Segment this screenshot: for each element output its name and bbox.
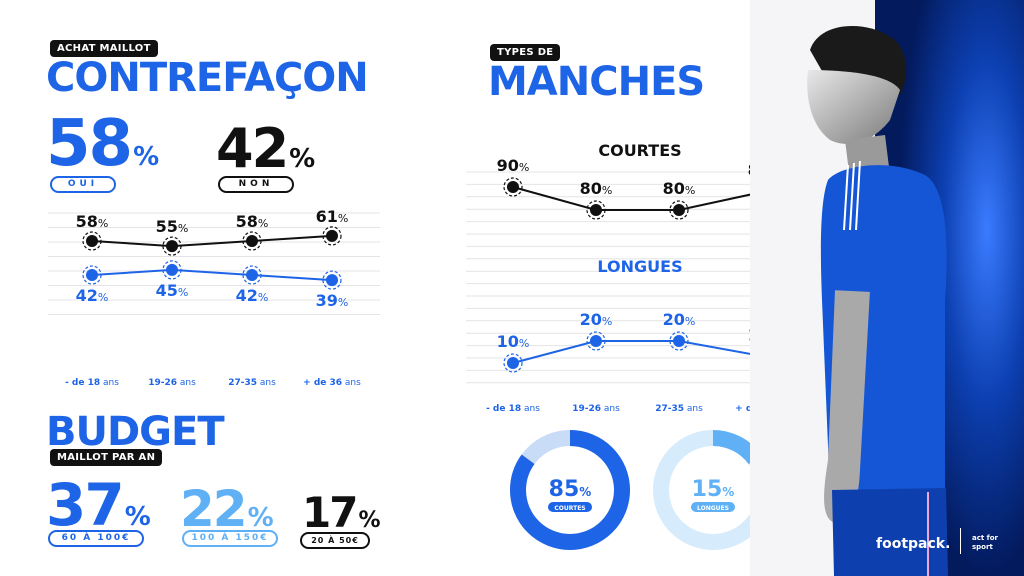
point-oui-ring [162,236,182,256]
point-longues [507,357,519,369]
manches-tag: TYPES DE [490,44,561,61]
point-oui [86,235,98,247]
budget-item-1-value: 37 [46,471,125,539]
manches-title: MANCHES [488,59,705,105]
point-longues-ring [669,331,689,351]
point-oui-ring [242,231,262,251]
point-oui-ring [322,226,342,246]
series-line-courtes [512,186,765,211]
player-photo [750,0,1024,576]
data-label-oui: 61% [316,207,349,226]
donut-label: LONGUES [697,505,729,512]
point-longues-ring [503,353,523,373]
budget-item-3-value: 17 [302,488,358,537]
budget-item-3: 17% [302,492,381,534]
x-tick-label: 27-35 ans [655,404,703,414]
point-oui [326,229,338,242]
point-oui-ring [82,231,102,251]
point-courtes-ring [503,177,523,197]
point-non [86,269,98,281]
point-oui [246,235,258,247]
budget-item-2-sym: % [247,503,274,533]
data-label-non: 45% [156,281,189,300]
logo-divider [960,528,961,554]
data-label-courtes: 90% [497,156,530,175]
x-tick-label: + de 36 ans [303,378,361,388]
donut-label-pill [691,502,735,512]
point-courtes-ring [669,200,689,220]
x-tick-label: - de 18 ans [486,404,540,414]
series-line-oui [91,234,333,248]
x-tick-label: 27-35 ans [228,378,276,388]
non-pill: NON [218,176,294,193]
donut-label: COURTES [554,505,585,512]
point-non [166,263,178,276]
donut-label-pill [548,502,592,512]
point-longues [590,335,602,347]
non-percentage: 42% [216,122,315,176]
footpack-logo: footpack. [876,536,951,552]
non-sym: % [289,144,316,174]
point-courtes [673,204,685,216]
point-longues-ring [586,331,606,351]
point-courtes-ring [586,200,606,220]
contrefacon-age-chart: 58% 42% - de 18 ans 55% 45% 19-26 ans 58% 42% 27… [48,207,380,388]
point-courtes [590,204,602,216]
contrefacon-tag: ACHAT MAILLOT [50,40,158,57]
x-tick-label: - de 18 ans [65,378,119,388]
data-label-longues: 10% [497,332,530,351]
data-label-non: 42% [236,286,269,305]
donut-slice [653,430,773,550]
data-label-oui: 58% [236,212,269,231]
longues-title: LONGUES [597,257,682,276]
series-line-non [91,268,333,282]
budget-item-2: 22% [180,484,274,534]
data-label-oui: 58% [76,212,109,231]
donut-value: 85% [549,477,592,502]
budget-tag: MAILLOT PAR AN [50,449,163,466]
data-label-longues: 20% [580,310,613,329]
donut-value: 15% [692,477,735,502]
oui-pill: OUI [50,176,116,193]
data-label-longues: 20% [663,310,696,329]
budget-item-1-label: 60 À 100€ [48,530,144,547]
point-non-ring [82,265,102,285]
point-longues [673,335,685,347]
series-line-longues [512,340,765,364]
point-non-ring [242,265,262,285]
x-tick-label: 19-26 ans [148,378,196,388]
budget-item-1: 37% [46,476,151,534]
point-non-ring [162,260,182,280]
courtes-title: COURTES [598,141,681,160]
data-label-non: 39% [316,291,349,310]
budget-item-2-value: 22 [180,480,248,538]
contrefacon-title: CONTREFAÇON [46,55,369,101]
oui-sym: % [133,142,160,172]
oui-percentage: 58% [46,112,159,176]
budget-item-3-label: 20 À 50€ [300,532,370,549]
point-courtes [507,181,519,193]
data-label-courtes: 80% [580,179,613,198]
budget-title: BUDGET [46,409,225,455]
budget-item-3-sym: % [358,508,381,533]
data-label-courtes: 80% [663,179,696,198]
budget-item-2-label: 100 À 150€ [182,530,278,547]
budget-item-1-sym: % [124,502,151,532]
point-non [246,269,258,281]
point-non-ring [322,270,342,290]
point-non [326,274,338,287]
donut-slice [510,430,630,550]
non-value: 42 [216,117,289,180]
point-oui [166,240,178,253]
data-label-non: 42% [76,286,109,305]
x-tick-label: 19-26 ans [572,404,620,414]
data-label-oui: 55% [156,217,189,236]
content-panel [0,0,875,576]
oui-value: 58 [46,107,133,181]
actforsport-logo: act for sport [972,534,998,551]
